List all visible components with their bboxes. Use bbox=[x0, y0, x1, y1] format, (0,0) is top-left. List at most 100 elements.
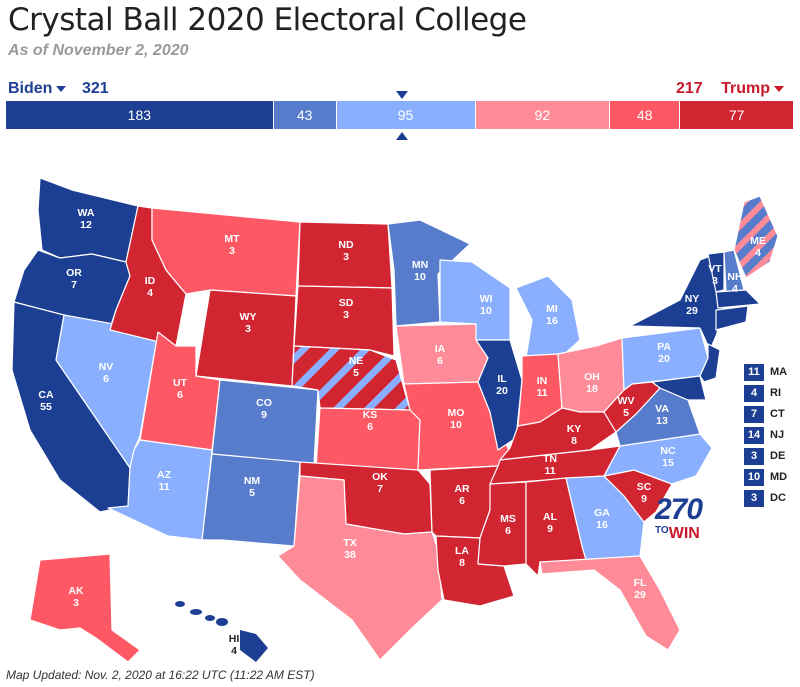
state-label-WI: WI 10 bbox=[480, 293, 493, 317]
bar-segment-5: 77 bbox=[680, 101, 793, 129]
us-electoral-map: WA 12 OR 7 CA 55 NV 6 ID 4 MT 3 WY 3 UT 6 AZ 11 CO 9 NM 5 ND 3 S… bbox=[11, 177, 779, 663]
state-AK[interactable] bbox=[29, 553, 141, 663]
small-state-ev-MD[interactable]: 10 bbox=[744, 469, 764, 486]
state-label-WY: WY 3 bbox=[240, 311, 257, 335]
state-label-MI: MI 16 bbox=[546, 303, 558, 327]
state-NM[interactable] bbox=[201, 453, 301, 547]
page-title: Crystal Ball 2020 Electoral College bbox=[8, 2, 527, 38]
small-state-ev-DE[interactable]: 3 bbox=[744, 448, 764, 465]
270towin-logo: 270 TOWIN bbox=[655, 493, 703, 543]
state-label-SD: SD 3 bbox=[339, 297, 354, 321]
map-updated-footer: Map Updated: Nov. 2, 2020 at 16:22 UTC (… bbox=[6, 668, 315, 682]
state-label-PA: PA 20 bbox=[657, 341, 671, 365]
state-label-VT: VT 3 bbox=[708, 263, 722, 287]
state-label-TN: TN 11 bbox=[543, 453, 557, 477]
trump-candidate-dropdown[interactable]: Trump bbox=[721, 80, 788, 98]
small-state-label-MA: MA bbox=[770, 366, 788, 378]
state-MA[interactable] bbox=[715, 289, 761, 309]
state-label-OR: OR 7 bbox=[66, 267, 82, 291]
state-IL[interactable] bbox=[475, 339, 523, 451]
state-label-SC: SC 9 bbox=[637, 481, 652, 505]
small-state-label-NJ: NJ bbox=[770, 429, 785, 441]
state-label-NY: NY 29 bbox=[685, 293, 700, 317]
state-MD-DE[interactable] bbox=[651, 375, 707, 401]
state-label-ME: ME 4 bbox=[750, 235, 766, 259]
small-state-ev-CT[interactable]: 7 bbox=[744, 406, 764, 423]
state-label-KY: KY 8 bbox=[567, 423, 582, 447]
state-NJ[interactable] bbox=[699, 343, 721, 383]
small-state-label-DE: DE bbox=[770, 450, 786, 462]
logo-to: TO bbox=[655, 525, 669, 536]
small-state-label-MD: MD bbox=[770, 471, 788, 483]
state-label-CA: CA 55 bbox=[38, 389, 54, 413]
state-WY[interactable] bbox=[195, 289, 297, 387]
small-state-ev-RI[interactable]: 4 bbox=[744, 385, 764, 402]
bar-segment-4: 48 bbox=[610, 101, 681, 129]
state-CO[interactable] bbox=[211, 379, 319, 465]
small-state-label-CT: CT bbox=[770, 408, 785, 420]
state-label-OK: OK 7 bbox=[372, 471, 388, 495]
state-FL[interactable] bbox=[539, 555, 681, 651]
biden-name: Biden bbox=[8, 80, 53, 97]
bar-segment-1: 43 bbox=[273, 101, 337, 129]
state-label-NC: NC 15 bbox=[660, 445, 676, 469]
state-label-WA: WA 12 bbox=[78, 207, 95, 231]
logo-number: 270 bbox=[655, 493, 703, 526]
state-label-UT: UT 6 bbox=[173, 377, 188, 401]
state-label-NM: NM 5 bbox=[244, 475, 261, 499]
state-HI[interactable] bbox=[175, 601, 268, 662]
trump-total: 217 bbox=[676, 80, 703, 97]
chevron-down-icon bbox=[56, 85, 67, 92]
state-VT[interactable] bbox=[707, 251, 725, 293]
small-state-label-RI: RI bbox=[770, 387, 781, 399]
state-label-NV: NV 6 bbox=[99, 361, 114, 385]
logo-win: WIN bbox=[668, 525, 700, 542]
state-label-MN: MN 10 bbox=[412, 259, 428, 283]
trump-name: Trump bbox=[721, 80, 770, 97]
midpoint-marker-bottom-icon bbox=[396, 132, 408, 140]
state-label-AZ: AZ 11 bbox=[157, 469, 172, 493]
state-label-AK: AK 3 bbox=[68, 585, 84, 609]
state-MI[interactable] bbox=[515, 275, 581, 359]
small-state-ev-MA[interactable]: 11 bbox=[744, 364, 764, 381]
state-label-OH: OH 18 bbox=[584, 371, 600, 395]
state-label-IN: IN 11 bbox=[536, 375, 547, 399]
chevron-down-icon bbox=[774, 85, 784, 92]
page-subtitle: As of November 2, 2020 bbox=[8, 42, 189, 59]
state-label-ND: ND 3 bbox=[338, 239, 354, 263]
state-CT-RI[interactable] bbox=[715, 305, 749, 331]
state-SD[interactable] bbox=[293, 285, 395, 357]
state-label-ID: ID 4 bbox=[145, 275, 156, 299]
state-label-FL: FL 29 bbox=[634, 577, 647, 601]
state-label-LA: LA 8 bbox=[455, 545, 469, 569]
state-label-NE: NE 5 bbox=[349, 355, 364, 379]
state-label-KS: KS 6 bbox=[363, 409, 378, 433]
bar-segment-2: 95 bbox=[336, 101, 476, 129]
state-ME[interactable] bbox=[733, 195, 779, 279]
state-TX[interactable] bbox=[277, 475, 443, 661]
state-label-WV: WV 5 bbox=[618, 395, 635, 419]
state-label-GA: GA 16 bbox=[594, 507, 610, 531]
small-state-ev-DC[interactable]: 3 bbox=[744, 490, 764, 507]
state-MN[interactable] bbox=[387, 219, 471, 327]
state-label-VA: VA 13 bbox=[655, 403, 669, 427]
state-label-IA: IA 6 bbox=[435, 343, 446, 367]
state-label-MO: MO 10 bbox=[448, 407, 465, 431]
small-state-label-DC: DC bbox=[770, 492, 786, 504]
state-label-MT: MT 3 bbox=[224, 233, 240, 257]
midpoint-marker-top-icon bbox=[396, 91, 408, 99]
biden-candidate-dropdown[interactable]: Biden bbox=[8, 80, 70, 98]
state-label-IL: IL 20 bbox=[496, 373, 508, 397]
bar-segment-0: 183 bbox=[6, 101, 274, 129]
state-label-AR: AR 6 bbox=[454, 483, 470, 507]
small-state-ev-NJ[interactable]: 14 bbox=[744, 427, 764, 444]
bar-segment-3: 92 bbox=[475, 101, 611, 129]
state-label-NH: NH 4 bbox=[727, 271, 742, 295]
biden-total: 321 bbox=[82, 80, 109, 97]
state-label-CO: CO 9 bbox=[256, 397, 272, 421]
state-label-HI: HI 4 bbox=[229, 633, 240, 657]
state-label-AL: AL 9 bbox=[543, 511, 558, 535]
state-label-MS: MS 6 bbox=[500, 513, 516, 537]
electoral-vote-bar: 183 43 95 92 48 77 bbox=[6, 101, 793, 129]
state-label-TX: TX 38 bbox=[343, 537, 356, 561]
